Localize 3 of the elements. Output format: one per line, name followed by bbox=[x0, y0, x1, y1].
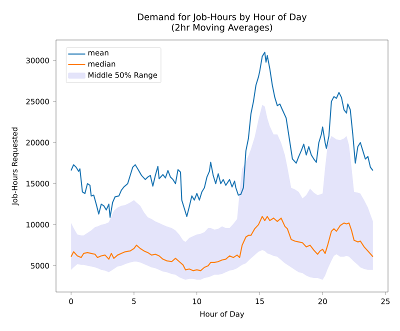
chart-subtitle: (2hr Moving Averages) bbox=[172, 24, 272, 32]
line-series bbox=[70, 216, 374, 272]
chart-title: Demand for Job-Hours by Hour of Day bbox=[138, 13, 307, 22]
